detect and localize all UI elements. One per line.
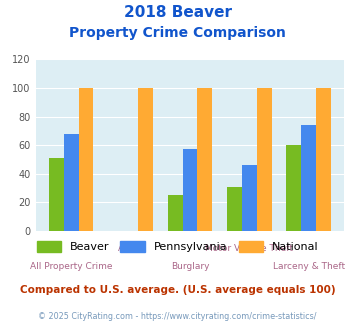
Text: All Property Crime: All Property Crime	[30, 262, 113, 271]
Text: 2018 Beaver: 2018 Beaver	[124, 5, 231, 20]
Bar	[78, 88, 93, 231]
Bar	[182, 149, 197, 231]
Text: Burglary: Burglary	[171, 262, 209, 271]
Text: Compared to U.S. average. (U.S. average equals 100): Compared to U.S. average. (U.S. average …	[20, 285, 335, 295]
Legend: Beaver, Pennsylvania, National: Beaver, Pennsylvania, National	[32, 237, 323, 257]
Bar	[227, 187, 242, 231]
Bar	[168, 195, 182, 231]
Bar	[257, 88, 272, 231]
Bar	[286, 145, 301, 231]
Bar	[49, 158, 64, 231]
Bar	[242, 165, 257, 231]
Bar	[64, 134, 78, 231]
Text: © 2025 CityRating.com - https://www.cityrating.com/crime-statistics/: © 2025 CityRating.com - https://www.city…	[38, 312, 317, 321]
Text: Motor Vehicle Theft: Motor Vehicle Theft	[205, 244, 293, 253]
Text: Arson: Arson	[118, 244, 143, 253]
Bar	[197, 88, 212, 231]
Bar	[301, 125, 316, 231]
Bar	[138, 88, 153, 231]
Text: Property Crime Comparison: Property Crime Comparison	[69, 26, 286, 40]
Text: Larceny & Theft: Larceny & Theft	[273, 262, 345, 271]
Bar	[316, 88, 331, 231]
